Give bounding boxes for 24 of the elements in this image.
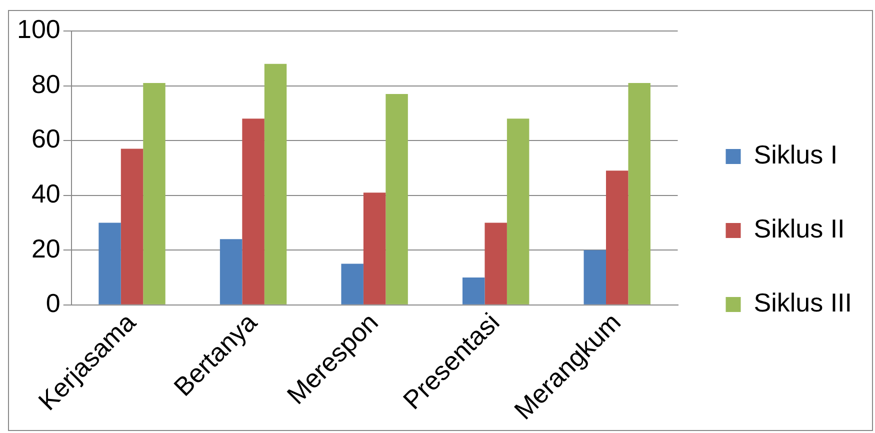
y-tick-label: 40 [31,178,60,208]
bar [628,83,650,304]
y-tick-label: 80 [31,68,60,99]
legend-label: Siklus II [754,214,845,244]
bar [462,277,485,304]
bar [606,170,628,304]
legend-label: Siklus I [754,140,838,170]
y-tick-label: 60 [31,124,60,154]
bar [143,83,166,304]
legend-label: Siklus III [754,288,852,318]
y-tick-label: 0 [46,288,60,318]
y-tick-label: 20 [31,233,60,264]
bar [220,239,242,304]
bar [484,222,507,304]
bar [341,264,364,304]
bar [363,192,386,304]
bar [120,148,144,304]
bar [506,118,530,304]
bar [584,250,606,304]
bar [264,64,287,304]
bar [98,222,121,304]
bar [242,118,264,304]
y-tick-label: 100 [16,14,60,44]
bar [386,94,408,304]
